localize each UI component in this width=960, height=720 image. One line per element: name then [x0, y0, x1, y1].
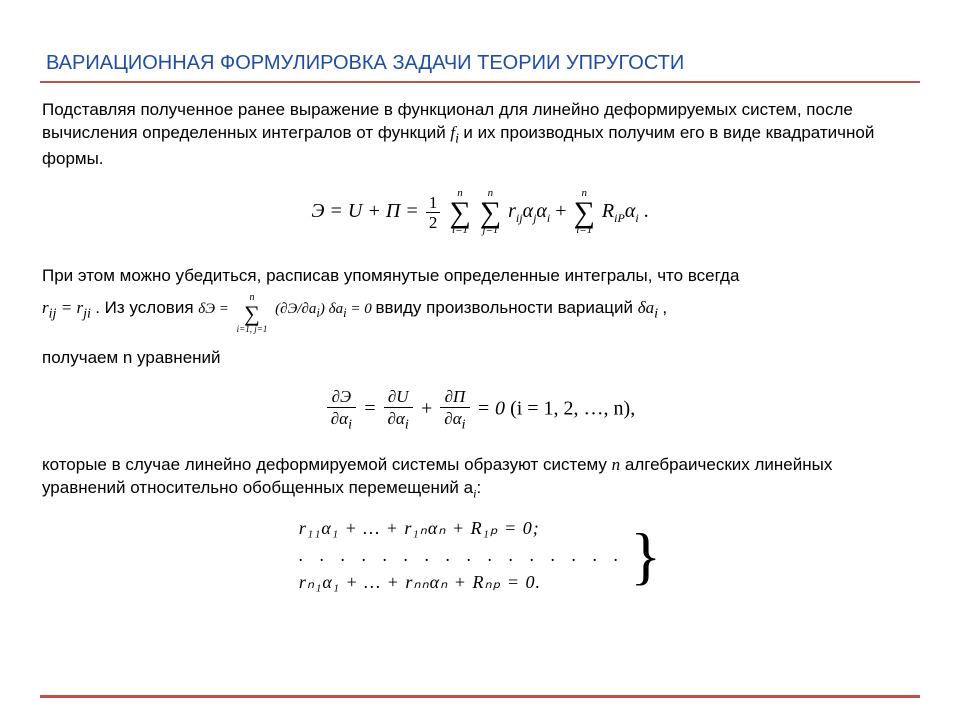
- rij-equals: =: [57, 298, 77, 317]
- cond-sum: n ∑ i=1, j=1: [237, 293, 268, 334]
- rij-sub1: ij: [49, 306, 57, 322]
- system-block: r₁₁α₁ + … + r₁ₙαₙ + R₁ₚ = 0; . . . . . .…: [299, 515, 625, 596]
- eq2-range: (i = 1, 2, …, n),: [510, 398, 635, 420]
- symmetry-paragraph: При этом можно убедиться, расписав упомя…: [42, 262, 918, 330]
- ai-sub: i: [547, 211, 550, 225]
- sys-line1: r₁₁α₁ + … + r₁ₙαₙ + R₁ₚ = 0;: [299, 515, 625, 542]
- half-num: 1: [426, 194, 441, 213]
- cond-eq0: = 0: [347, 301, 372, 317]
- delta-ai: δai: [638, 298, 663, 317]
- p2-text-b: . Из условия: [95, 298, 198, 317]
- aj-sym: α: [523, 200, 534, 222]
- ai2-sym: α: [625, 200, 636, 222]
- f3-num: ∂П: [440, 388, 469, 408]
- variation-condition: δЭ = n ∑ i=1, j=1 (∂Э/∂ai) δai = 0: [198, 301, 375, 317]
- fi-sub: i: [455, 130, 459, 146]
- eq-lead: Э = U + П =: [311, 200, 418, 222]
- f1-den: ∂α: [331, 409, 348, 428]
- cond-sum-bot: i=1, j=1: [237, 325, 268, 334]
- sigma-1: ∑: [449, 199, 470, 226]
- cond-sigma: ∑: [237, 303, 268, 325]
- dai-sym: δa: [638, 298, 654, 317]
- derivative-equation: ∂Э ∂αi = ∂U ∂αi + ∂П ∂αi = 0 (i = 1, 2, …: [40, 388, 920, 432]
- RiP-term: RiPαi: [602, 200, 644, 222]
- f2-num: ∂U: [384, 388, 413, 408]
- f2-den-sub: i: [405, 417, 409, 433]
- f1-den-sub: i: [348, 417, 352, 433]
- n-equations-text: получаем n уравнений: [42, 348, 920, 368]
- half-fraction: 1 2: [426, 194, 441, 231]
- r-sym: r: [508, 200, 516, 222]
- sum-i-bot: i=1: [449, 226, 470, 236]
- cond-inner2: ) δa: [320, 301, 343, 317]
- ai-sym: α: [536, 200, 547, 222]
- sys-dots: . . . . . . . . . . . . . . . .: [299, 542, 625, 569]
- sum3-bot: i=1: [574, 226, 595, 236]
- eq2-equals: =: [363, 398, 382, 420]
- sum-i: n ∑ i=1: [449, 189, 470, 236]
- sigma-2: ∑: [480, 199, 501, 226]
- delta-e: δЭ =: [198, 301, 232, 317]
- p4-end: :: [476, 478, 481, 497]
- dE-dai: ∂Э ∂αi: [327, 388, 356, 432]
- p4-n: n: [612, 455, 621, 474]
- f1-num: ∂Э: [327, 388, 356, 408]
- dPi-dai: ∂П ∂αi: [440, 388, 469, 432]
- main-equation: Э = U + П = 1 2 n ∑ i=1 n ∑ j=1 rijαjαi …: [40, 189, 920, 236]
- sys-line3: rₙ₁α₁ + … + rₙₙαₙ + Rₙₚ = 0.: [299, 569, 625, 596]
- f3-den: ∂α: [444, 409, 461, 428]
- R-sym: R: [602, 200, 614, 222]
- bottom-rule: [40, 695, 920, 698]
- ai2-sub: i: [635, 211, 638, 225]
- title-underline: [40, 81, 920, 83]
- eq1-period: .: [644, 200, 649, 222]
- dai-sub: i: [654, 306, 658, 322]
- fi-symbol: fi: [450, 123, 463, 142]
- rij-term: rijαjαi: [508, 200, 555, 222]
- rij-r1: r: [42, 298, 49, 317]
- half-den: 2: [426, 213, 441, 231]
- sigma-3: ∑: [574, 199, 595, 226]
- p2-text-a: При этом можно убедиться, расписав упомя…: [42, 266, 739, 285]
- p4-a: которые в случае линейно деформируемой с…: [42, 455, 612, 474]
- page-title: ВАРИАЦИОННАЯ ФОРМУЛИРОВКА ЗАДАЧИ ТЕОРИИ …: [46, 52, 920, 75]
- r-sub: ij: [516, 211, 523, 225]
- p2-comma: ,: [662, 298, 667, 317]
- eq2-plus: +: [420, 398, 439, 420]
- eq2-zero: = 0: [477, 398, 506, 420]
- slide-page: ВАРИАЦИОННАЯ ФОРМУЛИРОВКА ЗАДАЧИ ТЕОРИИ …: [0, 0, 960, 596]
- R-sub: iP: [614, 211, 625, 225]
- right-brace: }: [624, 524, 661, 588]
- dU-dai: ∂U ∂αi: [384, 388, 413, 432]
- p2-text-c: ввиду произвольности вариаций: [375, 298, 637, 317]
- rij-eq-rji: rij = rji: [42, 298, 95, 317]
- sum-j-bot: j=1: [480, 226, 501, 236]
- f2-den: ∂α: [388, 409, 405, 428]
- rij-sub2: ji: [83, 306, 91, 322]
- system-paragraph: которые в случае линейно деформируемой с…: [42, 454, 918, 502]
- system-equations: r₁₁α₁ + … + r₁ₙαₙ + R₁ₚ = 0; . . . . . .…: [40, 515, 920, 596]
- cond-inner: (∂Э/∂a: [275, 301, 316, 317]
- sum-i2: n ∑ i=1: [574, 189, 595, 236]
- sum-j: n ∑ j=1: [480, 189, 501, 236]
- plus-sign: +: [555, 200, 571, 222]
- f3-den-sub: i: [462, 417, 466, 433]
- intro-paragraph: Подставляя полученное ранее выражение в …: [42, 99, 918, 171]
